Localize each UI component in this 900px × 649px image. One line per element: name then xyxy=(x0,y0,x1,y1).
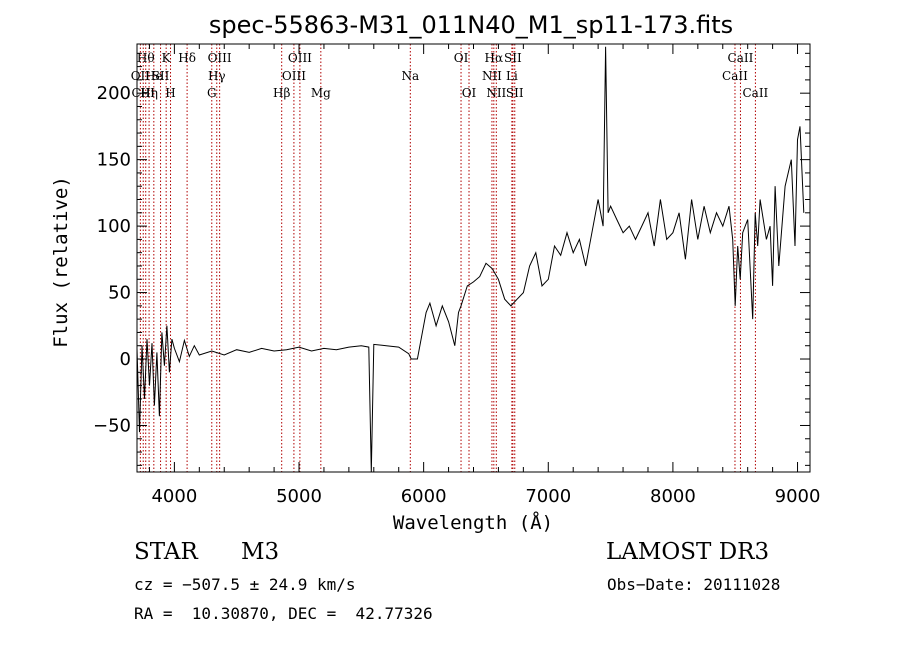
plot-frame xyxy=(136,43,811,473)
spectral-line-label: Hθ xyxy=(137,51,155,65)
spectral-line-label: Na xyxy=(401,69,419,83)
chart-title: spec-55863-M31_011N40_M1_sp11-173.fits xyxy=(209,11,733,39)
spectral-line-label: Mg xyxy=(311,86,331,100)
spectral-line-label: OI xyxy=(454,51,469,65)
spectral-line-label: OII xyxy=(131,69,151,83)
y-axis-label: Flux (relative) xyxy=(50,176,72,348)
redshift-cz: cz = −507.5 ± 24.9 km/s xyxy=(134,575,356,594)
spectrum-line xyxy=(136,46,805,473)
spectral-line-label: Hγ xyxy=(208,69,226,83)
spectral-line-label: NII xyxy=(486,86,506,100)
spectral-line-markers xyxy=(139,44,756,472)
spectral-line-labels: OIICIIIHθHηHeSIIKHHδGHγOIIIHβOIIIOIIIMgN… xyxy=(131,51,769,100)
spectral-line-label: SII xyxy=(152,69,170,83)
spectral-line-label: Li xyxy=(506,69,518,83)
spectral-line-label: NII xyxy=(482,69,502,83)
spectral-line-label: OIII xyxy=(282,69,306,83)
object-class: STAR xyxy=(134,539,198,565)
y-axis-ticks: −50 0 50 100 150 200 xyxy=(93,52,810,466)
x-tick-label: 6000 xyxy=(401,486,447,507)
spectral-line-label: CaII xyxy=(742,86,768,100)
spectral-line-label: Hη xyxy=(140,86,158,100)
spectral-line-label: OI xyxy=(462,86,477,100)
spectral-line-label: Hδ xyxy=(178,51,196,65)
y-tick-label: 100 xyxy=(97,216,131,237)
survey-name: LAMOST DR3 xyxy=(606,539,770,565)
spectral-line-label: SII xyxy=(506,86,524,100)
coordinates: RA = 10.30870, DEC = 42.77326 xyxy=(134,604,433,623)
spectral-line-label: OIII xyxy=(288,51,312,65)
y-tick-label: −50 xyxy=(93,415,131,436)
spectral-line-label: K xyxy=(162,51,172,65)
y-tick-label: 0 xyxy=(120,349,131,370)
x-tick-label: 8000 xyxy=(650,486,696,507)
spectral-line-label: SII xyxy=(504,51,522,65)
spectral-line-label: Hα xyxy=(485,51,504,65)
x-tick-label: 9000 xyxy=(775,486,821,507)
y-tick-label: 200 xyxy=(97,83,131,104)
spectral-line-label: He xyxy=(145,69,163,83)
spectrum-series xyxy=(136,46,805,473)
spectral-line-label: CaII xyxy=(728,51,754,65)
y-tick-label: 50 xyxy=(108,283,131,304)
observation-date: Obs−Date: 20111028 xyxy=(607,575,781,594)
x-tick-label: 5000 xyxy=(276,486,322,507)
x-tick-label: 4000 xyxy=(151,486,197,507)
spectral-line-label: OIII xyxy=(208,51,232,65)
spectral-line-label: G xyxy=(207,86,217,100)
x-tick-label: 7000 xyxy=(525,486,571,507)
spectral-line-label: Hβ xyxy=(273,86,290,100)
x-axis-label: Wavelength (Å) xyxy=(393,511,553,534)
x-axis-ticks: 4000 5000 6000 7000 8000 9000 xyxy=(148,44,821,507)
spectral-line-label: H xyxy=(165,86,175,100)
spectral-line-label: CaII xyxy=(722,69,748,83)
y-tick-label: 150 xyxy=(97,150,131,171)
object-subclass: M3 xyxy=(241,539,280,565)
